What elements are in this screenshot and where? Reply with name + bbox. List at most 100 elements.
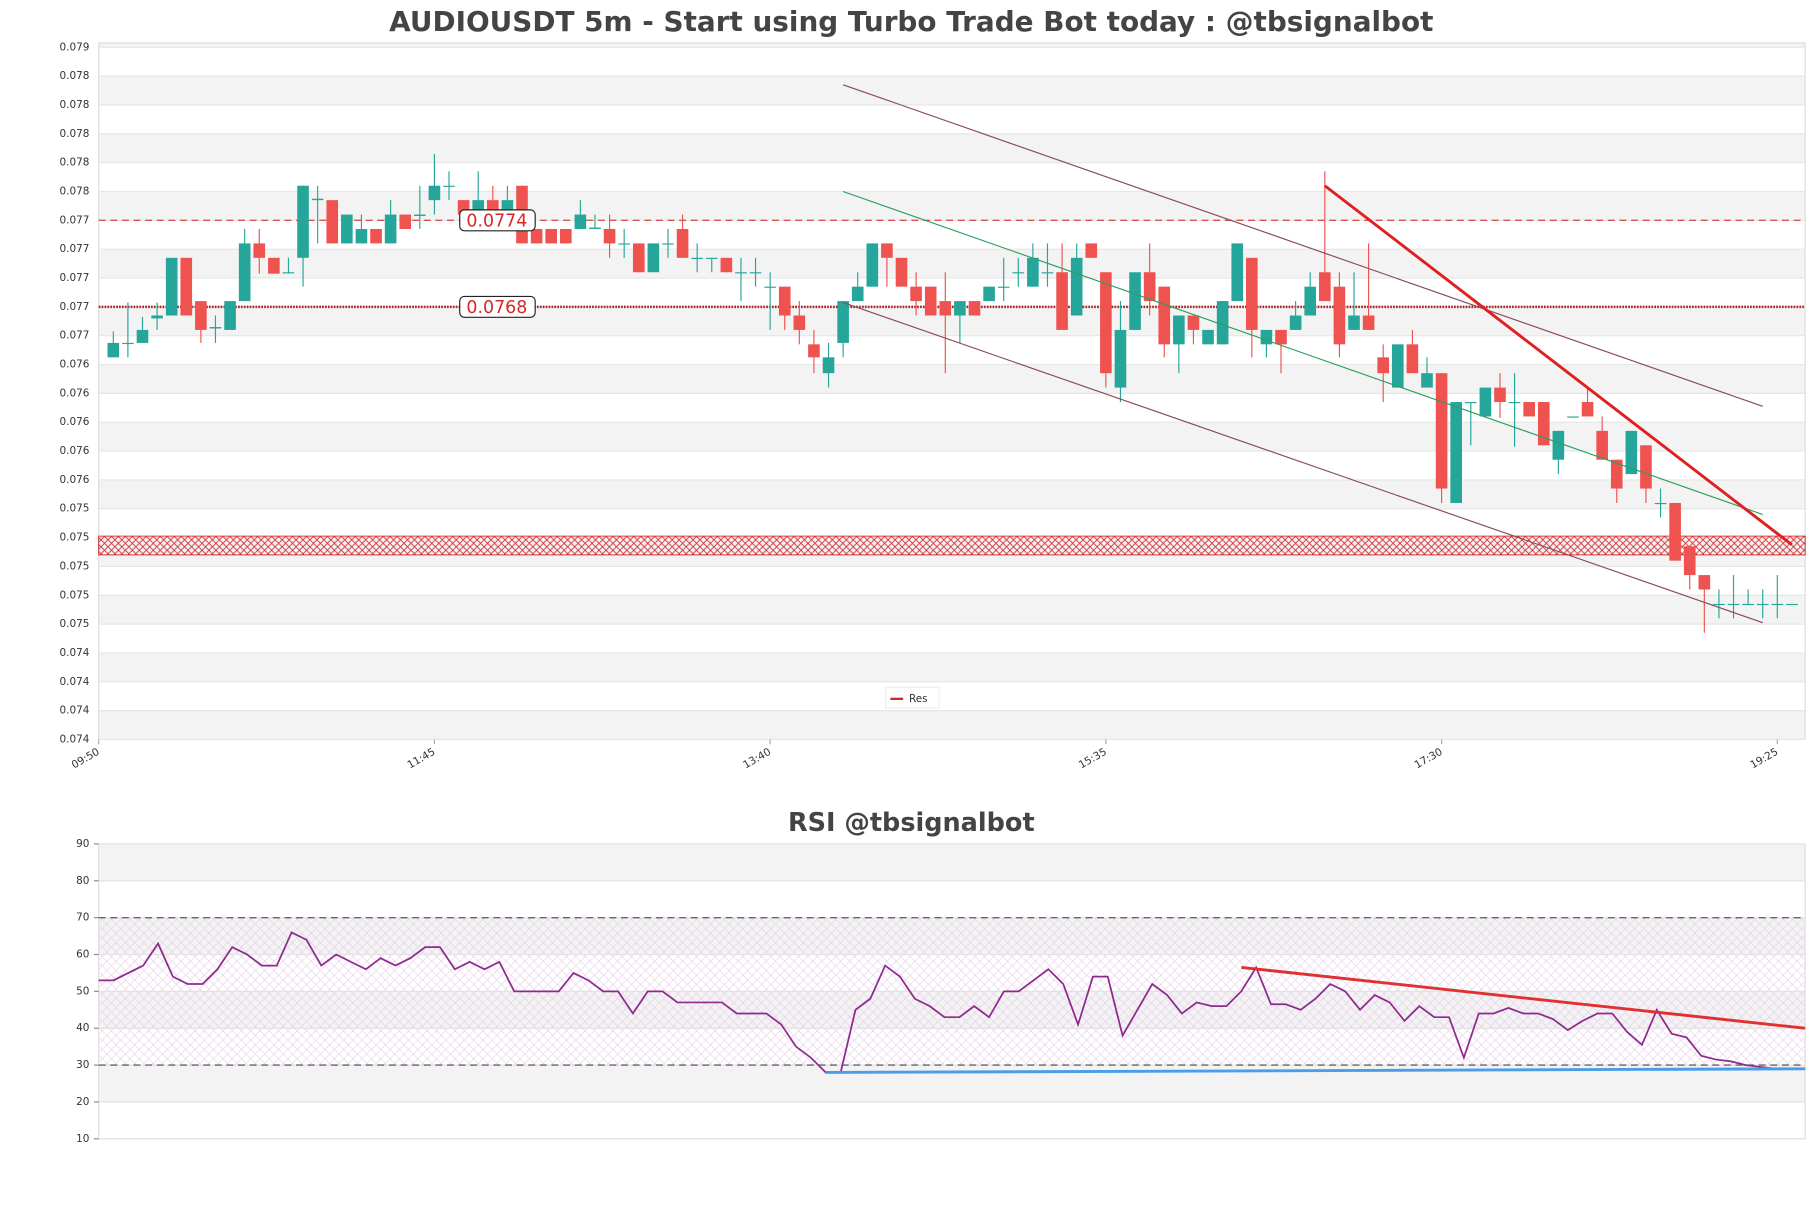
x-tick-label: 19:25	[1748, 746, 1780, 771]
candle-body	[1362, 315, 1375, 330]
candle-body	[632, 243, 645, 273]
candle-body	[1070, 257, 1083, 316]
y-tick-label: 0.077	[60, 330, 90, 342]
candle-body	[1143, 272, 1156, 302]
y-tick-label: 0.078	[60, 185, 90, 197]
candle-body	[866, 243, 879, 287]
trend-line	[842, 84, 1763, 407]
level-label-box	[459, 295, 536, 318]
candle-body	[151, 315, 163, 319]
candle-body	[501, 200, 514, 215]
candle-body	[691, 257, 703, 259]
band	[98, 710, 1806, 740]
band	[98, 76, 1806, 105]
candle-body	[1173, 315, 1185, 345]
candle-body	[195, 301, 207, 330]
candle-body	[326, 200, 339, 244]
y-tick-label: 20	[76, 1096, 89, 1108]
candle-body	[1012, 272, 1025, 274]
candle-body	[574, 214, 587, 229]
y-tick-label: 0.074	[60, 676, 90, 688]
candle-body	[778, 286, 791, 316]
candle-body	[1771, 603, 1784, 606]
trend-line	[1323, 184, 1793, 546]
candle-body	[662, 243, 674, 245]
level-label: 0.0768	[466, 298, 527, 318]
y-tick-label: 0.075	[60, 560, 90, 572]
candle-body	[1669, 502, 1681, 561]
candle-body	[822, 357, 835, 374]
band	[98, 42, 1806, 48]
x-tick-label: 11:45	[405, 746, 437, 771]
candle-body	[472, 200, 485, 215]
candle-body	[1100, 272, 1112, 374]
y-tick-label: 0.074	[60, 733, 90, 745]
candle-body	[428, 185, 441, 201]
candle-body	[881, 243, 893, 258]
candle-body	[1552, 430, 1565, 460]
y-tick-label: 50	[76, 985, 89, 997]
y-tick-label: 0.076	[60, 416, 90, 428]
trend-line	[825, 1067, 1806, 1074]
trend-line	[842, 301, 1763, 624]
candle-body	[355, 228, 368, 244]
level-label-box	[459, 209, 536, 232]
y-tick-label: 80	[76, 875, 89, 887]
candle-body	[793, 315, 806, 330]
candle-body	[1435, 373, 1448, 489]
band	[98, 249, 1806, 279]
candle-body	[837, 301, 849, 343]
candle-body	[107, 342, 120, 358]
candle-body	[1523, 402, 1535, 417]
y-tick-label: 60	[76, 949, 89, 961]
candle-body	[1625, 430, 1638, 475]
candle-body	[530, 228, 543, 244]
y-tick-label: 0.077	[60, 272, 90, 284]
candle-body	[545, 228, 557, 244]
candle-body	[968, 301, 981, 316]
candle-body	[1727, 603, 1740, 606]
y-tick-label: 0.078	[60, 70, 90, 82]
candle-body	[1216, 301, 1229, 345]
candle-body	[136, 329, 149, 343]
band	[98, 652, 1806, 682]
candle-body	[1567, 416, 1579, 418]
y-tick-label: 0.076	[60, 445, 90, 457]
rsi-line	[98, 931, 1806, 1074]
candle-body	[268, 257, 280, 274]
candle-body	[297, 185, 309, 258]
level-label: 0.0774	[466, 211, 527, 231]
candle-body	[808, 344, 820, 358]
candle-body	[764, 286, 776, 288]
x-tick-label: 13:40	[741, 746, 773, 771]
candle-body	[1450, 402, 1462, 503]
candle-body	[1406, 344, 1419, 374]
candle-body	[589, 227, 601, 229]
y-tick-label: 0.077	[60, 301, 90, 313]
chart-title: AUDIOUSDT 5m - Start using Turbo Trade B…	[389, 5, 1433, 38]
candle-body	[238, 243, 251, 302]
candle-body	[1508, 402, 1521, 404]
y-tick-label: 0.075	[60, 503, 90, 515]
candle-body	[1202, 329, 1214, 345]
band	[98, 364, 1806, 394]
candle-body	[1479, 387, 1492, 417]
candle-body	[1464, 402, 1477, 404]
band	[98, 595, 1806, 625]
y-tick-label: 70	[76, 912, 89, 924]
y-tick-label: 0.078	[60, 157, 90, 169]
band	[98, 133, 1806, 163]
candle-body	[311, 198, 324, 201]
y-tick-label: 0.076	[60, 359, 90, 371]
y-tick-label: 0.078	[60, 128, 90, 140]
y-tick-label: 0.076	[60, 474, 90, 486]
candle-body	[1596, 430, 1608, 460]
candle-body	[1027, 257, 1039, 287]
y-tick-label: 0.077	[60, 243, 90, 255]
candle-body	[997, 286, 1010, 288]
candle-body	[1756, 603, 1769, 606]
trend-line	[1241, 965, 1806, 1030]
candle-body	[895, 257, 908, 287]
candle-body	[1304, 286, 1317, 316]
